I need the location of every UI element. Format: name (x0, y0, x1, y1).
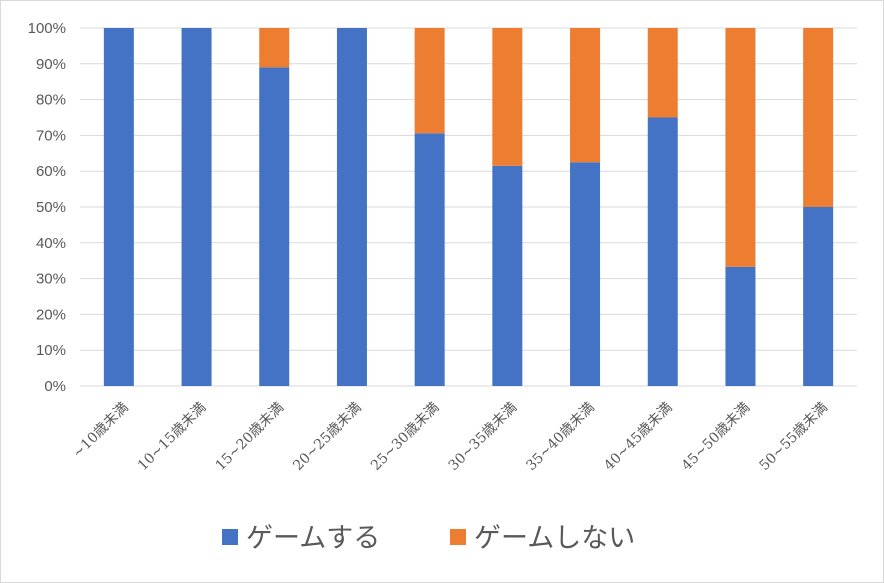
y-tick-label: 20% (36, 306, 66, 323)
y-tick-label: 90% (36, 56, 66, 73)
x-tick-label: 20~25歳未満 (290, 400, 365, 475)
y-tick-label: 40% (36, 235, 66, 252)
x-tick-label: 40~45歳未満 (601, 400, 676, 475)
x-tick-label: ~10歳未満 (70, 400, 132, 462)
y-tick-label: 0% (44, 378, 66, 395)
x-axis-ticks: ~10歳未満 10~15歳未満 15~20歳未満 20~25歳未満 25~30歳未満 30… (70, 400, 831, 475)
bar-segment-game-suru (725, 266, 756, 386)
bar-segment-game-suru (570, 162, 601, 386)
x-tick-label: 10~15歳未満 (135, 400, 210, 475)
x-tick-label: 50~55歳未満 (756, 400, 831, 475)
legend-label: ゲームしない (474, 523, 635, 554)
bar-segment-game-shinai (570, 28, 601, 163)
bar-segment-game-suru (414, 133, 445, 386)
bar-segment-game-suru (647, 117, 678, 386)
bar-segment-game-suru (803, 207, 834, 386)
bar-segment-game-suru (336, 28, 367, 386)
bar-segment-game-shinai (725, 28, 756, 267)
y-tick-label: 100% (28, 20, 66, 37)
bar-segment-game-suru (492, 165, 523, 386)
y-tick-label: 70% (36, 127, 66, 144)
legend: ゲームする ゲームしない (222, 523, 635, 554)
y-tick-label: 10% (36, 342, 66, 359)
bar-segment-game-shinai (647, 28, 678, 118)
y-tick-label: 60% (36, 163, 66, 180)
legend-swatch (450, 529, 466, 545)
bar-segment-game-shinai (492, 28, 523, 166)
bar-segment-game-shinai (803, 28, 834, 207)
x-tick-label: 35~40歳未満 (523, 400, 598, 475)
bar-segment-game-suru (103, 28, 134, 386)
x-tick-label: 15~20歳未満 (213, 400, 288, 475)
legend-swatch (222, 529, 238, 545)
bar-segment-game-suru (181, 28, 212, 386)
bars (103, 28, 834, 386)
y-tick-label: 80% (36, 92, 66, 109)
x-tick-label: 30~35歳未満 (446, 400, 521, 475)
y-axis-ticks: 0% 10% 20% 30% 40% 50% 60% 70% 80% 90% 100% (28, 20, 66, 395)
x-tick-label: 25~30歳未満 (368, 400, 443, 475)
legend-label: ゲームする (246, 523, 380, 554)
bar-segment-game-suru (259, 67, 290, 386)
bar-segment-game-shinai (414, 28, 445, 134)
x-tick-label: 45~50歳未満 (679, 400, 754, 475)
y-tick-label: 30% (36, 271, 66, 288)
y-tick-label: 50% (36, 199, 66, 216)
bar-segment-game-shinai (259, 28, 290, 68)
